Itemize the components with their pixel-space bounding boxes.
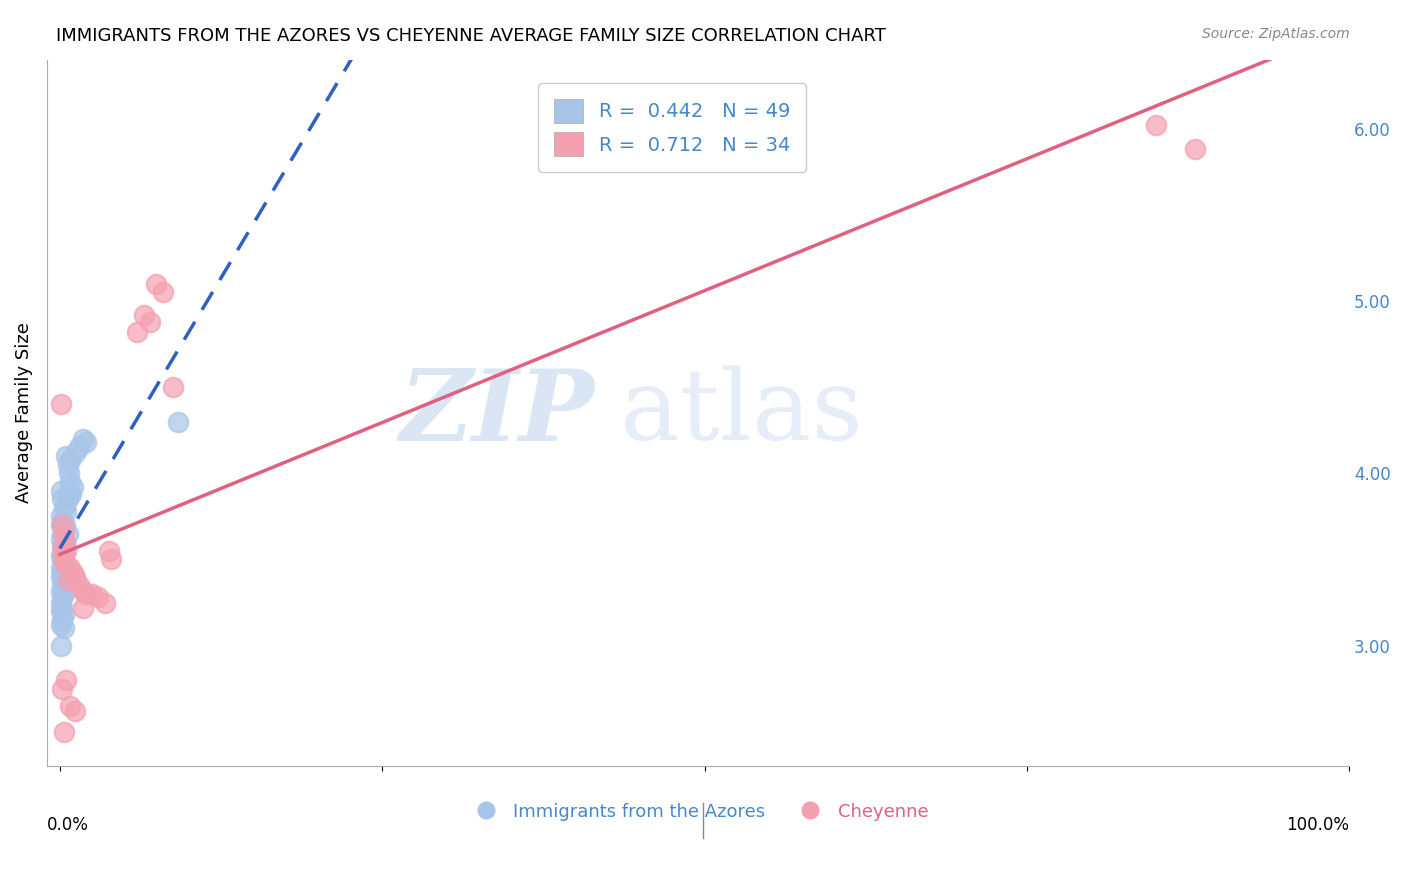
Point: [58, 483, 80, 498]
Point: [49, 618, 72, 632]
Point: [67, 578, 90, 592]
Point: [65, 445, 87, 459]
Point: [51, 591, 73, 605]
Point: [60, 487, 83, 501]
Point: [62, 566, 84, 581]
Point: [49, 397, 72, 411]
Point: [51, 515, 73, 529]
Point: [51, 539, 73, 553]
Point: [55, 544, 77, 558]
Y-axis label: Average Family Size: Average Family Size: [15, 323, 32, 503]
Point: [127, 325, 149, 339]
Point: [87, 591, 110, 605]
Point: [59, 452, 82, 467]
Point: [52, 544, 75, 558]
Point: [56, 458, 79, 472]
Point: [52, 539, 75, 553]
Point: [56, 573, 79, 587]
Point: [59, 698, 82, 713]
Point: [51, 518, 73, 533]
Point: [65, 704, 87, 718]
Point: [52, 500, 75, 515]
Point: [55, 673, 77, 687]
Point: [52, 556, 75, 570]
Point: [132, 308, 155, 322]
Point: [139, 315, 162, 329]
Point: [53, 535, 76, 549]
Point: [49, 604, 72, 618]
Point: [58, 467, 80, 481]
Point: [52, 587, 75, 601]
Point: [59, 475, 82, 489]
Text: IMMIGRANTS FROM THE AZORES VS CHEYENNE AVERAGE FAMILY SIZE CORRELATION CHART: IMMIGRANTS FROM THE AZORES VS CHEYENNE A…: [56, 27, 886, 45]
Point: [51, 492, 73, 507]
Text: atlas: atlas: [620, 365, 863, 461]
Point: [1184, 142, 1206, 156]
Point: [52, 552, 75, 566]
Text: Source: ZipAtlas.com: Source: ZipAtlas.com: [1202, 27, 1350, 41]
Point: [55, 504, 77, 518]
Point: [49, 532, 72, 546]
Point: [49, 509, 72, 524]
Point: [51, 578, 73, 592]
Point: [65, 570, 87, 584]
Point: [51, 600, 73, 615]
Point: [49, 518, 72, 533]
Point: [167, 415, 190, 429]
Point: [59, 561, 82, 575]
Point: [51, 552, 73, 566]
Point: [1144, 118, 1167, 132]
Point: [72, 432, 94, 446]
Point: [49, 583, 72, 598]
Point: [51, 544, 73, 558]
Point: [52, 573, 75, 587]
Point: [75, 587, 97, 601]
Text: 100.0%: 100.0%: [1286, 816, 1350, 834]
Point: [53, 518, 76, 533]
Point: [52, 607, 75, 622]
Point: [49, 639, 72, 653]
Point: [75, 435, 97, 450]
Point: [62, 480, 84, 494]
Point: [72, 600, 94, 615]
Point: [52, 724, 75, 739]
Text: ZIP: ZIP: [399, 365, 593, 461]
Point: [52, 521, 75, 535]
Point: [52, 622, 75, 636]
Point: [94, 596, 117, 610]
Point: [49, 549, 72, 563]
Point: [55, 449, 77, 463]
Point: [49, 570, 72, 584]
Point: [49, 561, 72, 575]
Text: 0.0%: 0.0%: [46, 816, 89, 834]
Point: [97, 544, 120, 558]
Point: [53, 535, 76, 549]
Point: [162, 380, 184, 394]
Point: [51, 566, 73, 581]
Point: [49, 483, 72, 498]
Point: [100, 552, 122, 566]
Point: [145, 277, 167, 291]
Point: [51, 681, 73, 696]
Point: [52, 526, 75, 541]
Legend: Immigrants from the Azores, Cheyenne: Immigrants from the Azores, Cheyenne: [461, 796, 935, 828]
Point: [53, 556, 76, 570]
Point: [67, 441, 90, 455]
Point: [56, 526, 79, 541]
Point: [152, 285, 174, 300]
Point: [80, 587, 103, 601]
Point: [56, 492, 79, 507]
Point: [49, 596, 72, 610]
Point: [51, 526, 73, 541]
Point: [72, 583, 94, 598]
Point: [51, 613, 73, 627]
